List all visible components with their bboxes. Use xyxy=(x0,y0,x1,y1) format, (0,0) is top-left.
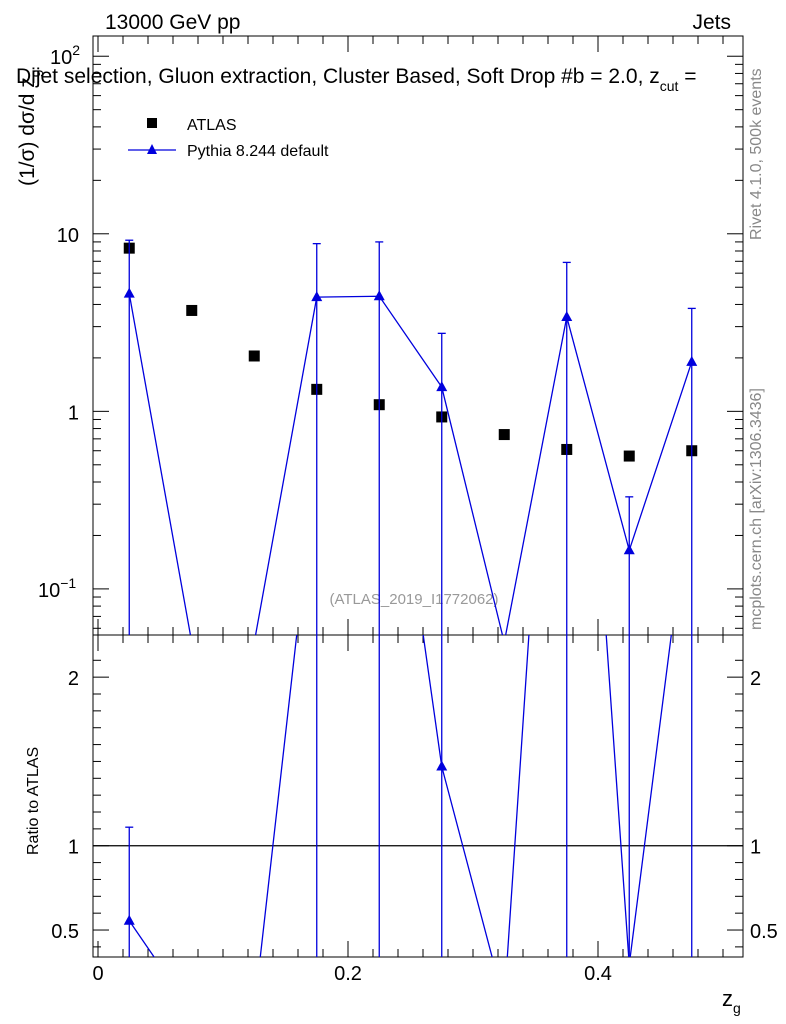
atlas-data-point xyxy=(623,450,635,462)
subtitle-sub: cut xyxy=(660,78,679,94)
pythia-data-point xyxy=(436,381,448,392)
pythia-data-point xyxy=(186,636,197,646)
main-y-tick-base: 10 xyxy=(38,580,60,602)
ratio-y-tick-label-left: 2 xyxy=(68,668,79,690)
main-marks xyxy=(123,239,698,646)
pythia-data-point xyxy=(686,355,698,366)
x-tick-label: 0.2 xyxy=(334,963,362,985)
ratio-y-tick-label-right: 0.5 xyxy=(750,921,778,943)
legend-mc-label: Pythia 8.244 default xyxy=(187,143,329,160)
main-y-tick-exp: −1 xyxy=(60,575,76,591)
ratio-marks xyxy=(123,635,693,957)
pythia-data-point xyxy=(311,291,323,302)
pythia-data-point xyxy=(123,287,135,298)
xlabel-main: z xyxy=(722,986,733,1011)
main-y-tick-base: 10 xyxy=(50,47,72,69)
legend-data-marker xyxy=(147,118,157,128)
analysis-watermark: (ATLAS_2019_I1772062) xyxy=(329,591,498,608)
ratio-axes: 0 0.2 0.4 0.5 0.5 1 1 2 2 xyxy=(51,635,778,985)
atlas-data-point xyxy=(498,429,510,441)
pythia-data-point xyxy=(249,636,260,646)
mcplots-label: mcplots.cern.ch [arXiv:1306.3436] xyxy=(748,388,765,630)
energy-label: 13000 GeV pp xyxy=(105,11,240,34)
pythia-data-point xyxy=(623,544,635,555)
ratio-y-tick-label-right: 1 xyxy=(750,837,761,859)
ratio-y-tick-label-left: 1 xyxy=(68,837,79,859)
atlas-data-point xyxy=(186,304,198,316)
rivet-label: Rivet 4.1.0, 500k events xyxy=(748,68,765,240)
x-tick-label: 0.4 xyxy=(584,963,612,985)
ratio-y-tick-label-left: 0.5 xyxy=(51,921,79,943)
x-tick-label: 0 xyxy=(92,963,103,985)
main-y-tick-base: 10 xyxy=(57,225,79,247)
main-y-tick-label: 1 xyxy=(68,402,79,424)
legend-mc-marker xyxy=(147,144,157,154)
main-y-tick-exp: 2 xyxy=(72,42,80,58)
ratio-data-point xyxy=(436,760,448,771)
main-ylabel-text: (1/σ) dσ/d z xyxy=(16,77,39,186)
xlabel-sub: g xyxy=(733,1000,741,1016)
subtitle-main: Dijet selection, Gluon extraction, Clust… xyxy=(16,65,660,88)
main-y-tick-label: 10−1 xyxy=(38,575,76,602)
plot-subtitle: Dijet selection, Gluon extraction, Clust… xyxy=(16,65,697,94)
ratio-y-tick-label-right: 2 xyxy=(750,668,761,690)
xlabel: zg xyxy=(722,986,741,1016)
pythia-data-point xyxy=(561,310,573,321)
pythia-line xyxy=(128,293,693,635)
main-ylabel-sub: g xyxy=(27,69,43,77)
ratio-line xyxy=(128,635,672,957)
main-y-tick-label: 10 xyxy=(57,225,79,247)
main-y-tick-base: 1 xyxy=(68,402,79,424)
category-label: Jets xyxy=(692,11,731,34)
legend-data-label: ATLAS xyxy=(187,117,237,134)
main-y-tick-label: 102 xyxy=(50,42,80,69)
legend: ATLAS Pythia 8.244 default xyxy=(128,117,329,160)
pythia-data-point xyxy=(373,290,385,301)
ratio-ylabel: Ratio to ATLAS xyxy=(25,747,42,855)
main-ylabel: (1/σ) dσ/d zg xyxy=(16,69,43,186)
ratio-data-point xyxy=(123,914,135,925)
pythia-data-point xyxy=(499,636,510,646)
ratio-panel-frame xyxy=(92,634,744,958)
atlas-data-point xyxy=(248,350,260,362)
subtitle-end: = xyxy=(678,65,696,88)
